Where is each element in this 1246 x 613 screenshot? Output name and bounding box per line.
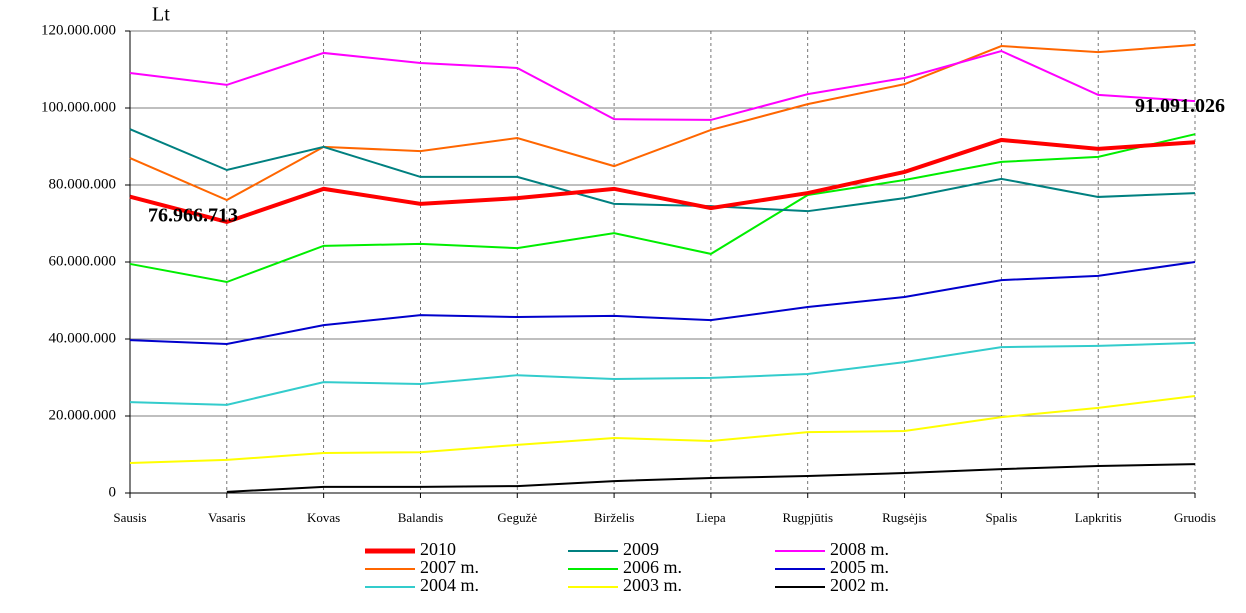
series-line: [226, 463, 1196, 493]
series-line: [129, 261, 1196, 346]
y-axis-label: Lt: [152, 4, 170, 26]
legend-label: 2007 m.: [420, 557, 479, 577]
x-tick-label: Gegužė: [497, 510, 537, 525]
series-line: [129, 133, 1196, 284]
legend-label: 2006 m.: [623, 557, 682, 577]
y-tick-label: 120.000.000: [41, 22, 116, 38]
x-tick-label: Rugpjūtis: [782, 510, 833, 525]
y-tick-label: 0: [109, 484, 117, 500]
legend-label: 2002 m.: [830, 575, 889, 595]
y-tick-label: 20.000.000: [49, 407, 117, 423]
x-tick-label: Liepa: [696, 510, 726, 525]
x-tick-label: Kovas: [307, 510, 340, 525]
y-tick-label: 60.000.000: [49, 253, 117, 269]
x-tick-label: Lapkritis: [1075, 510, 1122, 525]
legend-label: 2004 m.: [420, 575, 479, 595]
y-tick-label: 100.000.000: [41, 99, 116, 115]
series-line: [129, 137, 1196, 225]
series-line: [129, 43, 1196, 202]
x-tick-label: Balandis: [398, 510, 444, 525]
data-label: 76.966.713: [148, 204, 238, 226]
legend-label: 2003 m.: [623, 575, 682, 595]
x-tick-label: Spalis: [985, 510, 1017, 525]
y-tick-label: 40.000.000: [49, 330, 117, 346]
x-tick-label: Vasaris: [208, 510, 246, 525]
series-line: [129, 49, 1196, 121]
x-tick-label: Gruodis: [1174, 510, 1216, 525]
series-line: [129, 394, 1196, 464]
series-line: [129, 341, 1196, 406]
legend-label: 2010: [420, 539, 456, 559]
x-tick-label: Rugsėjis: [882, 510, 927, 525]
data-label: 91.091.026: [1135, 95, 1225, 117]
series-line: [129, 128, 1196, 213]
legend-label: 2009: [623, 539, 659, 559]
x-tick-label: Birželis: [594, 510, 634, 525]
y-tick-label: 80.000.000: [49, 176, 117, 192]
x-tick-label: Sausis: [113, 510, 146, 525]
legend-label: 2005 m.: [830, 557, 889, 577]
legend-label: 2008 m.: [830, 539, 889, 559]
